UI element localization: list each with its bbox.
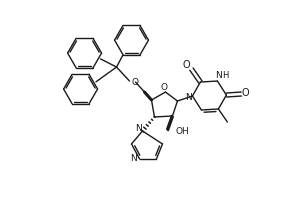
- Text: O: O: [182, 60, 190, 70]
- Text: N: N: [215, 71, 222, 79]
- Text: N: N: [185, 92, 191, 102]
- Polygon shape: [167, 115, 173, 131]
- Text: N: N: [131, 154, 137, 164]
- Text: N: N: [135, 124, 141, 133]
- Text: O: O: [242, 88, 249, 98]
- Text: H: H: [222, 71, 228, 79]
- Text: OH: OH: [175, 127, 189, 137]
- Text: O: O: [161, 83, 168, 92]
- Text: O: O: [132, 78, 139, 87]
